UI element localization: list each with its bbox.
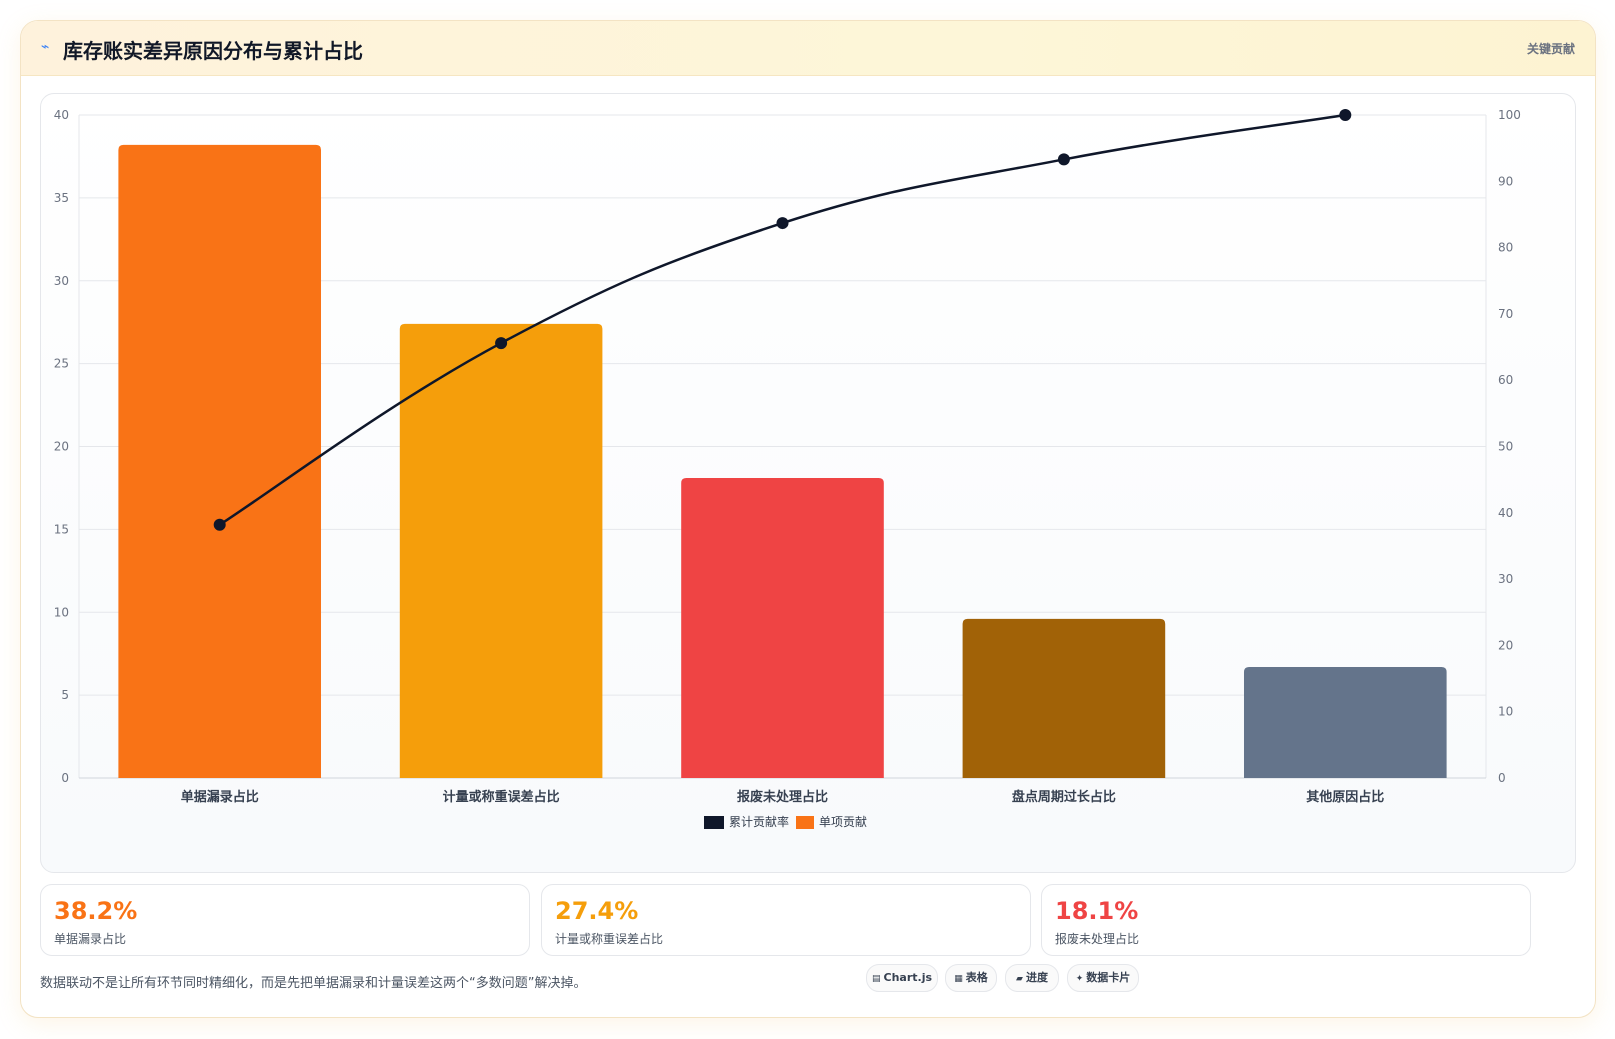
chip-label: 进度	[1025, 971, 1048, 984]
legend-label: 单项贡献	[819, 814, 867, 829]
y2-tick-label: 0	[1498, 771, 1506, 785]
y-tick-label: 30	[54, 274, 69, 288]
stat-card-2: 27.4% 计量或称重误差占比	[541, 884, 1031, 956]
y2-tick-label: 40	[1498, 506, 1513, 520]
chart-icon: ⌁	[41, 39, 50, 55]
chip-data-card[interactable]: ✦ 数据卡片	[1067, 964, 1139, 992]
y2-tick-label: 50	[1498, 440, 1513, 454]
chip-chartjs[interactable]: ▤ Chart.js	[866, 964, 938, 992]
y-tick-label: 0	[61, 771, 69, 785]
y2-tick-label: 30	[1498, 572, 1513, 586]
y2-tick-label: 90	[1498, 174, 1513, 188]
header-tag: 关键贡献	[1526, 42, 1575, 56]
bar	[962, 618, 1166, 778]
chip-progress[interactable]: ▰ 进度	[1005, 964, 1059, 992]
y2-tick-label: 100	[1498, 108, 1521, 122]
chip-label: Chart.js	[883, 971, 933, 984]
x-tick-label: 计量或称重误差占比	[443, 789, 560, 805]
y-tick-label: 35	[54, 191, 69, 205]
pareto-chart: 0 5 10 15 20 25 30 35 40 0 10 20 30 40 50 60 70 80 90 100 单据…	[54, 108, 1521, 829]
chip-label: 表格	[965, 971, 988, 984]
bar	[118, 144, 322, 779]
stat-label: 计量或称重误差占比	[555, 932, 664, 946]
stat-label: 报废未处理占比	[1055, 932, 1140, 946]
y2-tick-label: 20	[1498, 638, 1513, 652]
y-tick-label: 10	[54, 605, 69, 619]
chip-table[interactable]: ▦ 表格	[945, 964, 997, 992]
chart-panel: 0 5 10 15 20 25 30 35 40 0 10 20 30 40 50 60 70 80 90 100 单据…	[40, 93, 1576, 873]
card-header: ⌁ 库存账实差异原因分布与累计占比 关键贡献	[21, 21, 1595, 76]
stat-card-1: 38.2% 单据漏录占比	[40, 884, 530, 956]
y2-tick-label: 80	[1498, 241, 1513, 255]
line-point	[1057, 153, 1070, 166]
stat-value: 27.4%	[555, 897, 639, 925]
table-icon: ▦	[954, 974, 963, 984]
footer-note: 数据联动不是让所有环节同时精细化，而是先把单据漏录和计量误差这两个“多数问题”解…	[40, 976, 587, 991]
y-tick-label: 15	[54, 522, 69, 536]
x-tick-label: 其他原因占比	[1306, 789, 1384, 805]
x-tick-label: 报废未处理占比	[737, 789, 828, 805]
line-point	[213, 518, 226, 531]
y-tick-label: 5	[61, 688, 69, 702]
bar	[1243, 666, 1447, 778]
legend-swatch	[704, 816, 724, 829]
chart-icon: ▤	[871, 974, 881, 984]
page-title: 库存账实差异原因分布与累计占比	[63, 39, 363, 63]
stat-label: 单据漏录占比	[54, 932, 127, 946]
stat-card-3: 18.1% 报废未处理占比	[1041, 884, 1531, 956]
cumulative-line	[219, 113, 1346, 526]
legend-label: 累计贡献率	[729, 814, 789, 829]
line-point	[495, 337, 508, 350]
stat-value: 38.2%	[54, 897, 138, 925]
line-point	[776, 217, 789, 230]
bar	[681, 477, 884, 778]
line-point	[1339, 109, 1352, 121]
bar	[399, 323, 603, 778]
y2-tick-label: 70	[1498, 307, 1513, 321]
chip-label: 数据卡片	[1086, 971, 1131, 984]
x-tick-label: 盘点周期过长占比	[1012, 789, 1116, 805]
report-card: ⌁ 库存账实差异原因分布与累计占比 关键贡献 0 5 10 15 20 25 30 35 40 0…	[20, 20, 1596, 1018]
y-tick-label: 20	[54, 440, 69, 454]
sparkle-icon: ✦	[1075, 974, 1084, 984]
y-tick-label: 25	[54, 357, 69, 371]
x-tick-label: 单据漏录占比	[181, 789, 259, 805]
y2-tick-label: 60	[1498, 373, 1513, 387]
legend-swatch	[796, 816, 814, 829]
y2-tick-label: 10	[1498, 705, 1513, 719]
stat-value: 18.1%	[1055, 897, 1139, 925]
y-tick-label: 40	[54, 108, 69, 122]
progress-icon: ▰	[1016, 974, 1023, 984]
